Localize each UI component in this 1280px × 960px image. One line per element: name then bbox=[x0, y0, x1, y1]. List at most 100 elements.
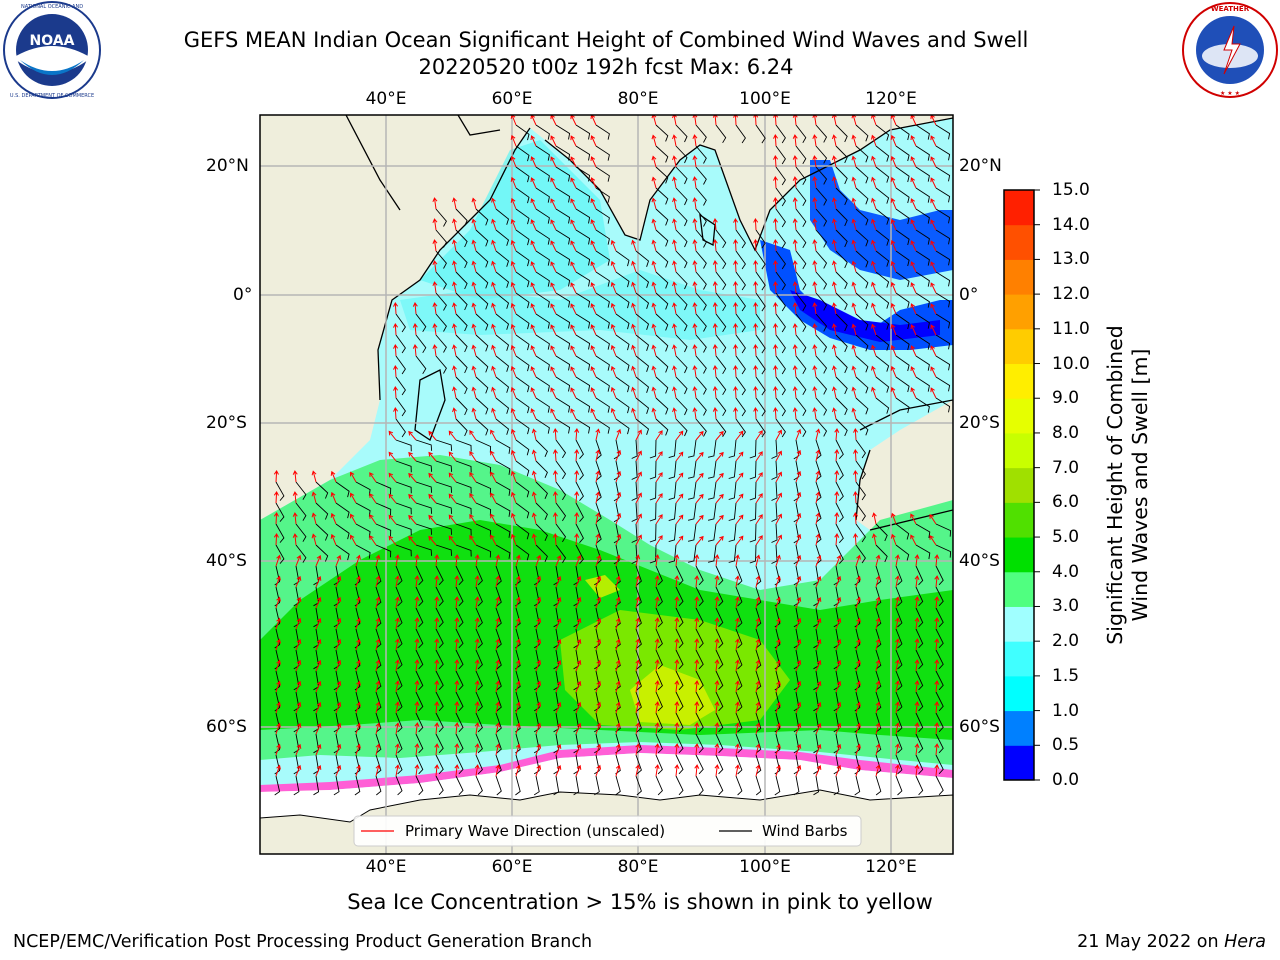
wind-barb bbox=[735, 565, 743, 586]
wave-direction-arrow bbox=[753, 239, 759, 252]
wind-barb bbox=[495, 271, 510, 288]
wind-barb bbox=[415, 313, 427, 333]
wind-barb bbox=[495, 313, 510, 330]
wind-barb bbox=[635, 733, 642, 754]
wind-barb bbox=[631, 502, 638, 522]
wind-barb bbox=[475, 775, 483, 796]
wind-barb bbox=[575, 397, 591, 413]
wind-barb bbox=[793, 691, 800, 712]
wave-direction-arrow bbox=[795, 533, 802, 546]
wind-barb bbox=[594, 649, 600, 670]
wind-barb bbox=[435, 586, 444, 607]
wave-direction-arrow bbox=[355, 680, 361, 693]
wind-barb bbox=[715, 607, 724, 628]
wave-direction-arrow bbox=[930, 156, 937, 168]
wind-barb bbox=[875, 292, 890, 309]
wind-barb bbox=[675, 355, 688, 374]
wave-direction-arrow bbox=[890, 512, 897, 525]
wind-barb bbox=[749, 544, 757, 564]
wind-barb bbox=[735, 712, 743, 733]
wave-direction-arrow bbox=[434, 575, 440, 588]
wind-barb bbox=[715, 754, 724, 775]
wind-barb bbox=[495, 712, 502, 733]
wave-direction-arrow bbox=[890, 323, 897, 336]
wave-direction-arrow bbox=[930, 135, 937, 147]
wave-direction-arrow bbox=[871, 218, 877, 231]
wave-direction-arrow bbox=[510, 155, 517, 168]
wave-direction-arrow bbox=[672, 281, 677, 294]
wave-direction-arrow bbox=[651, 323, 657, 336]
wave-direction-arrow bbox=[474, 617, 480, 630]
wind-barb bbox=[813, 775, 820, 796]
wind-barb bbox=[655, 397, 669, 415]
wind-barb bbox=[395, 691, 403, 712]
wave-direction-arrow bbox=[510, 365, 517, 378]
wind-barb bbox=[935, 775, 944, 796]
wave-direction-arrow bbox=[610, 365, 617, 378]
wind-barb bbox=[815, 208, 828, 227]
wave-direction-arrow bbox=[490, 513, 497, 525]
wave-direction-arrow bbox=[495, 722, 501, 735]
wind-barb bbox=[573, 754, 580, 775]
wind-barb bbox=[375, 712, 382, 733]
wind-barb bbox=[455, 565, 464, 586]
wind-barb bbox=[395, 565, 403, 586]
wave-direction-arrow bbox=[530, 366, 537, 378]
wave-direction-arrow bbox=[735, 430, 744, 441]
wave-direction-arrow bbox=[890, 115, 897, 126]
wind-barb bbox=[833, 607, 840, 628]
wind-barb bbox=[333, 733, 340, 754]
wave-direction-arrow bbox=[335, 554, 342, 567]
wind-barb bbox=[675, 292, 688, 311]
wave-direction-arrow bbox=[773, 344, 779, 357]
wind-barb bbox=[715, 586, 724, 607]
wind-barb bbox=[835, 145, 848, 164]
wind-barb bbox=[573, 691, 580, 712]
wave-direction-arrow bbox=[831, 155, 837, 168]
wave-direction-arrow bbox=[408, 514, 417, 525]
wave-direction-arrow bbox=[914, 617, 920, 630]
wave-direction-arrow bbox=[590, 282, 597, 294]
wave-direction-arrow bbox=[735, 596, 740, 609]
wind-barb bbox=[675, 397, 688, 416]
wave-direction-arrow bbox=[515, 638, 521, 651]
wave-direction-arrow bbox=[851, 344, 857, 357]
wave-direction-arrow bbox=[552, 533, 558, 546]
wind-barb bbox=[515, 166, 530, 183]
wave-direction-arrow bbox=[714, 638, 720, 651]
wave-direction-arrow bbox=[570, 261, 577, 273]
wave-direction-arrow bbox=[853, 470, 859, 483]
wind-barb bbox=[655, 712, 663, 733]
wave-direction-arrow bbox=[495, 701, 501, 714]
wind-barb bbox=[333, 607, 340, 628]
wind-barb bbox=[475, 418, 489, 436]
wind-barb bbox=[695, 775, 704, 796]
wind-barb bbox=[728, 481, 737, 500]
wave-direction-arrow bbox=[388, 493, 397, 504]
wind-barb bbox=[275, 481, 285, 501]
wave-direction-arrow bbox=[792, 281, 798, 294]
wave-direction-arrow bbox=[515, 554, 521, 567]
wave-direction-arrow bbox=[454, 575, 460, 588]
wave-direction-arrow bbox=[471, 323, 477, 336]
wave-direction-arrow bbox=[631, 323, 637, 336]
wave-direction-arrow bbox=[369, 535, 377, 546]
wind-barb bbox=[833, 691, 840, 712]
wave-direction-arrow bbox=[550, 261, 557, 273]
wind-barb bbox=[435, 544, 453, 556]
wave-direction-arrow bbox=[315, 597, 322, 609]
wind-barb bbox=[515, 355, 530, 372]
wave-direction-arrow bbox=[355, 638, 361, 651]
y-tick-right: 0° bbox=[959, 285, 979, 305]
wave-direction-arrow bbox=[610, 344, 617, 357]
wave-direction-arrow bbox=[735, 638, 740, 651]
wave-direction-arrow bbox=[530, 345, 537, 357]
wave-direction-arrow bbox=[452, 218, 457, 231]
wind-barb bbox=[935, 649, 944, 670]
wave-direction-arrow bbox=[835, 722, 842, 735]
wind-barb bbox=[595, 208, 610, 224]
wind-barb bbox=[655, 292, 669, 310]
wind-barb bbox=[375, 775, 382, 796]
wave-direction-arrow bbox=[375, 743, 381, 756]
wind-barb bbox=[775, 187, 786, 207]
